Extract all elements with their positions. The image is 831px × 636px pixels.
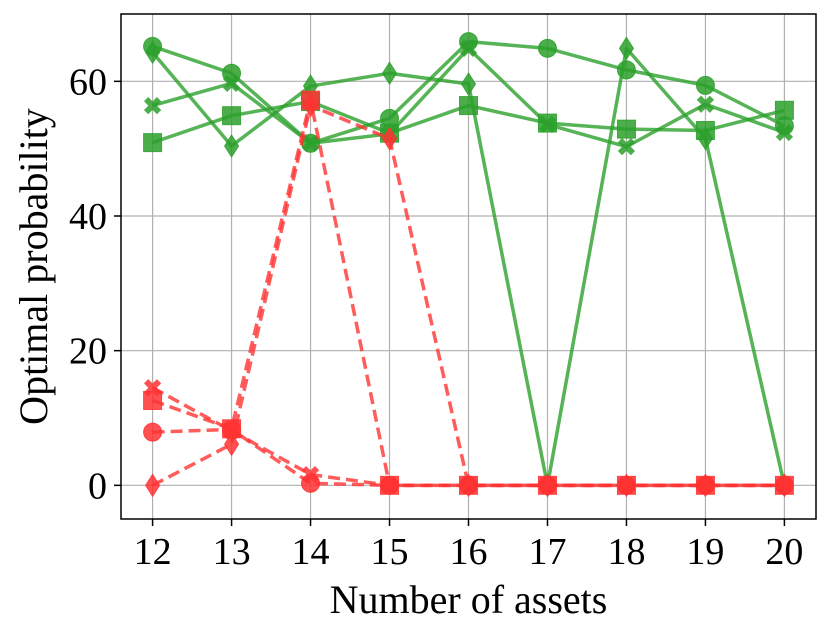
y-tick-label: 0: [88, 465, 107, 507]
diamond-marker: [460, 72, 477, 96]
x-marker: [459, 39, 478, 57]
axis-ticks: 12 13 14 15 16 17 18 19 20 0 20 40 60: [69, 61, 803, 573]
square-marker: [222, 106, 242, 126]
x-marker: [143, 379, 162, 397]
square-marker: [774, 100, 794, 120]
diamond-marker: [223, 432, 240, 457]
diamond-marker: [539, 473, 556, 498]
x-marker: [538, 115, 557, 134]
diamond-marker: [618, 473, 635, 498]
diamond-marker: [144, 473, 161, 498]
y-tick-label: 60: [69, 61, 107, 103]
x-tick-label: 13: [213, 531, 251, 573]
diamond-marker: [381, 61, 398, 86]
diamond-marker: [697, 126, 714, 151]
series-green-diamond: [144, 36, 793, 498]
diamond-marker: [381, 126, 398, 151]
x-axis-label: Number of assets: [330, 577, 608, 622]
circle-marker: [695, 75, 715, 95]
y-tick-label: 40: [69, 196, 107, 238]
x-tick-label: 15: [371, 531, 409, 573]
square-marker: [143, 133, 163, 153]
x-tick-label: 16: [450, 531, 488, 573]
diamond-marker: [697, 473, 714, 498]
diamond-marker: [776, 473, 793, 498]
diamond-marker: [223, 134, 240, 158]
x-tick-label: 14: [292, 531, 330, 573]
series-green-circle: [143, 32, 794, 153]
x-marker: [222, 422, 241, 440]
circle-marker: [537, 38, 557, 58]
x-marker: [301, 465, 320, 484]
series-red-diamond: [144, 93, 793, 498]
x-tick-label: 19: [686, 531, 724, 573]
x-tick-label: 20: [765, 531, 803, 573]
diamond-marker: [460, 473, 477, 498]
x-marker: [775, 123, 794, 142]
series-line: [151, 103, 785, 488]
x-marker: [696, 95, 715, 113]
x-tick-label: 12: [134, 531, 172, 573]
y-tick-label: 20: [69, 331, 107, 373]
x-marker: [380, 476, 399, 494]
circle-marker: [143, 422, 163, 442]
diamond-marker: [144, 40, 161, 65]
y-axis-label: Optimal probability: [11, 108, 56, 425]
x-tick-label: 17: [528, 531, 566, 573]
x-marker: [143, 96, 162, 115]
x-marker: [301, 134, 320, 152]
square-marker: [616, 119, 636, 139]
plot-series: [143, 32, 794, 498]
x-marker: [617, 138, 636, 156]
x-marker: [222, 74, 241, 92]
diamond-marker: [618, 36, 635, 61]
x-tick-label: 18: [607, 531, 645, 573]
diamond-marker: [302, 93, 319, 118]
